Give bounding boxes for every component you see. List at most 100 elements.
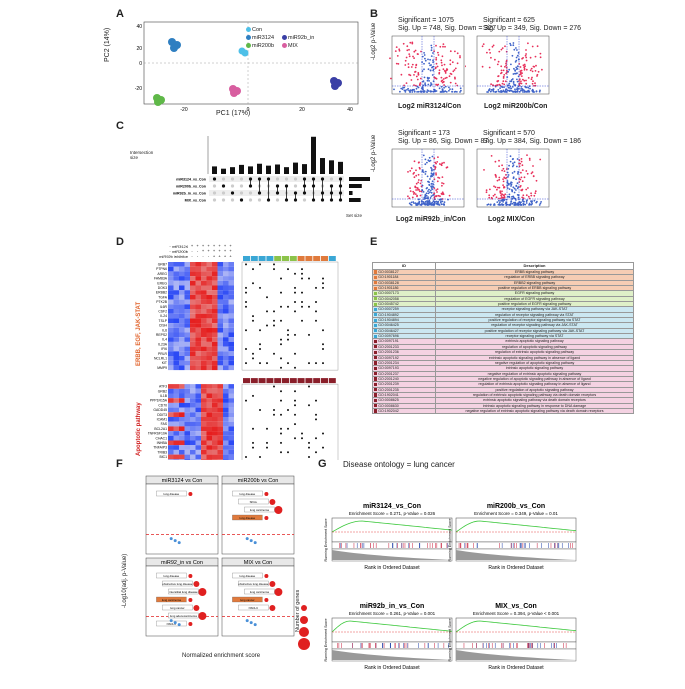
enrich-xlabel: Normalized enrichment score bbox=[182, 653, 261, 659]
heatmap-top-gene-label: IL6 bbox=[162, 328, 167, 332]
heatmap-bottom-cell bbox=[223, 388, 229, 394]
volcano-point bbox=[541, 68, 543, 71]
enrich-bubble-ns bbox=[173, 621, 177, 625]
heatmap-bottom-cell bbox=[228, 431, 234, 436]
pca-legend-2: miR92b_in MIX bbox=[282, 34, 314, 50]
volcano-point bbox=[516, 88, 519, 90]
heatmap-bottom-cell bbox=[201, 426, 207, 432]
enrich-bubble-ns bbox=[177, 623, 181, 627]
enrich-label-box bbox=[244, 506, 275, 513]
heatmap-bottom-membership-dot bbox=[308, 385, 310, 388]
heatmap-top-cell bbox=[217, 337, 223, 342]
heatmap-top-cell bbox=[173, 262, 179, 267]
heatmap-indicator: + bbox=[218, 243, 221, 248]
heatmap-top-cell bbox=[184, 337, 190, 342]
heatmap-top-cell bbox=[184, 299, 190, 305]
volcano-point bbox=[528, 204, 530, 206]
go-color-swatch bbox=[374, 291, 378, 296]
heatmap-top-cell bbox=[223, 276, 229, 281]
volcano-point bbox=[421, 203, 423, 205]
go-desc-cell: positive regulation of receptor signalin… bbox=[435, 327, 634, 335]
volcano-point bbox=[424, 82, 426, 84]
heatmap-top-cell bbox=[223, 262, 229, 267]
heatmap-top-cell bbox=[173, 346, 179, 352]
volcano-point bbox=[509, 155, 512, 158]
heatmap-top-cell bbox=[228, 309, 234, 314]
heatmap-top-cell bbox=[190, 294, 196, 300]
volcano-point bbox=[518, 162, 520, 165]
gsea-hit-frame bbox=[331, 541, 453, 550]
heatmap-top-cell bbox=[173, 327, 179, 333]
volcano-title-1: Log2 miR3124/Con bbox=[398, 103, 462, 110]
heatmap-top-cell bbox=[168, 356, 174, 361]
volcano-point bbox=[502, 194, 505, 196]
pca-legend-mir92b: miR92b_in bbox=[282, 34, 314, 42]
go-table-row: GO:1902042 negative regulation of extrins… bbox=[372, 407, 634, 415]
volcano-point bbox=[429, 191, 431, 194]
heatmap-bottom-cell bbox=[201, 393, 207, 399]
heatmap-indicator: + bbox=[229, 248, 232, 253]
volcano-point bbox=[503, 74, 506, 76]
heatmap-top-cell bbox=[206, 323, 212, 328]
volcano-point bbox=[536, 73, 539, 76]
heatmap-indicator: + bbox=[224, 248, 227, 253]
heatmap-side-label-1: ERBB, EGF, JAK-STAT bbox=[136, 301, 142, 366]
heatmap-bottom-pathway-key bbox=[243, 378, 250, 384]
volcano-point bbox=[431, 188, 434, 191]
heatmap-top-cell bbox=[179, 285, 185, 291]
volcano-point bbox=[442, 43, 445, 45]
upset-set-name: MIX_vs_Con bbox=[185, 199, 206, 203]
heatmap-top-cell bbox=[217, 313, 223, 319]
volcano-point bbox=[435, 62, 438, 65]
heatmap-top-cell bbox=[212, 351, 218, 356]
heatmap-top-membership-dot bbox=[308, 277, 310, 280]
go-desc-cell: regulation of ERBB signaling pathway bbox=[435, 274, 634, 281]
heatmap-bottom-cell bbox=[217, 454, 223, 460]
go-color-swatch bbox=[374, 345, 378, 349]
heatmap-top-cell bbox=[217, 309, 223, 314]
volcano-frame bbox=[476, 35, 550, 95]
volcano-plot-2 bbox=[476, 35, 550, 95]
volcano-point bbox=[456, 62, 459, 65]
volcano-point bbox=[417, 90, 420, 93]
volcano-point bbox=[395, 46, 398, 48]
heatmap-bottom-cell bbox=[223, 398, 229, 403]
heatmap-top-cell bbox=[212, 276, 218, 281]
heatmap-top-cell bbox=[173, 285, 179, 291]
heatmap-top-cell bbox=[212, 290, 218, 295]
volcano-point bbox=[504, 80, 507, 83]
volcano-point bbox=[411, 63, 414, 66]
heatmap-bottom-cell bbox=[206, 407, 212, 413]
volcano-point bbox=[498, 186, 501, 189]
heatmap-bottom-cell bbox=[184, 421, 190, 427]
heatmap-top-membership-dot bbox=[315, 319, 317, 322]
volcano-point bbox=[523, 63, 526, 66]
heatmap-top-cell bbox=[212, 337, 218, 342]
go-desc-cell: negative regulation of extrinsic apoptot… bbox=[435, 407, 634, 415]
go-color-swatch bbox=[374, 318, 378, 322]
volcano-point bbox=[443, 86, 445, 89]
heatmap-top-membership-dot bbox=[315, 286, 317, 289]
enrich-bubble-ns bbox=[253, 623, 257, 627]
heatmap-bottom-cell bbox=[173, 440, 179, 446]
heatmap-top-cell bbox=[195, 280, 201, 286]
heatmap-indicator: - bbox=[208, 253, 210, 258]
heatmap-bottom-gene-label: CD70 bbox=[158, 403, 167, 407]
heatmap-bottom-cell bbox=[168, 407, 174, 413]
volcano-point bbox=[424, 170, 427, 173]
volcano-point bbox=[502, 75, 505, 78]
heatmap-top-cell bbox=[179, 323, 185, 328]
volcano-point bbox=[437, 83, 440, 86]
panel-label-a: A bbox=[116, 8, 124, 20]
heatmap-bottom-gene-label: FAS bbox=[161, 422, 168, 426]
heatmap-top-gene-label: DOK3 bbox=[158, 286, 167, 290]
enrich-bubble-ns bbox=[245, 619, 249, 623]
volcano-point bbox=[409, 74, 412, 77]
heatmap-top-cell bbox=[228, 262, 234, 267]
go-desc-cell: positive regulation of apoptotic signali… bbox=[435, 386, 634, 393]
volcano-point bbox=[443, 70, 446, 72]
heatmap-bottom-cell bbox=[206, 431, 212, 436]
volcano-point bbox=[420, 179, 423, 182]
heatmap-bottom-cell bbox=[228, 435, 234, 441]
heatmap-indicator: - bbox=[202, 253, 204, 258]
